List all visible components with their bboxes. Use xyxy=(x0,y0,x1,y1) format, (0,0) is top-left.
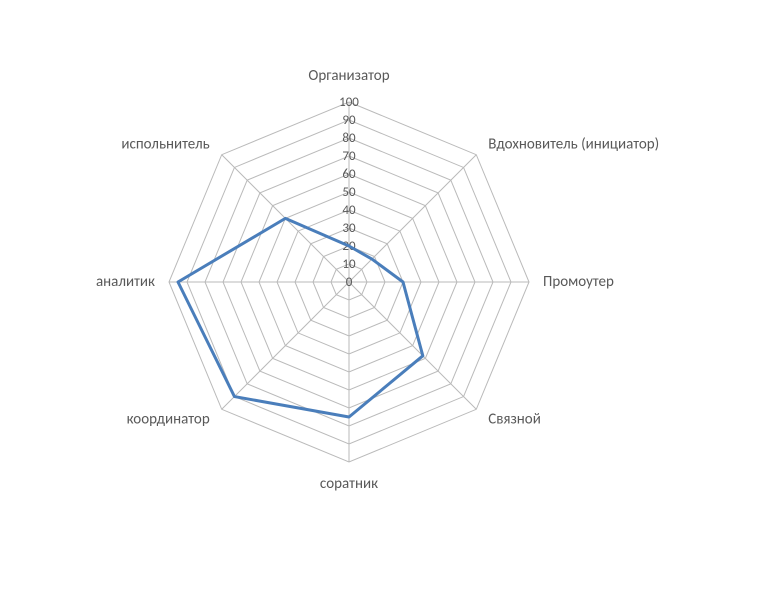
axis-label: соратник xyxy=(320,475,378,493)
axis-label: Промоутер xyxy=(543,273,614,291)
scale-tick: 50 xyxy=(342,185,356,200)
scale-tick: 100 xyxy=(339,95,359,110)
axis-label: координатор xyxy=(127,410,210,428)
scale-tick: 30 xyxy=(342,221,356,236)
scale-tick: 60 xyxy=(342,167,356,182)
scale-tick: 10 xyxy=(342,257,356,272)
radar-chart: 0102030405060708090100ОрганизаторВдохнов… xyxy=(0,0,768,593)
data-series xyxy=(178,218,423,417)
scale-tick: 80 xyxy=(342,131,356,146)
scale-tick: 0 xyxy=(346,275,353,290)
axis-label: испольнитель xyxy=(121,136,209,154)
scale-tick: 90 xyxy=(342,113,356,128)
axis-label: Связной xyxy=(488,410,541,428)
scale-tick: 70 xyxy=(342,149,356,164)
axis-label: Организатор xyxy=(308,67,389,85)
scale-tick: 40 xyxy=(342,203,356,218)
axis-label: аналитик xyxy=(96,273,155,291)
axis-label: Вдохновитель (инициатор) xyxy=(488,136,659,154)
